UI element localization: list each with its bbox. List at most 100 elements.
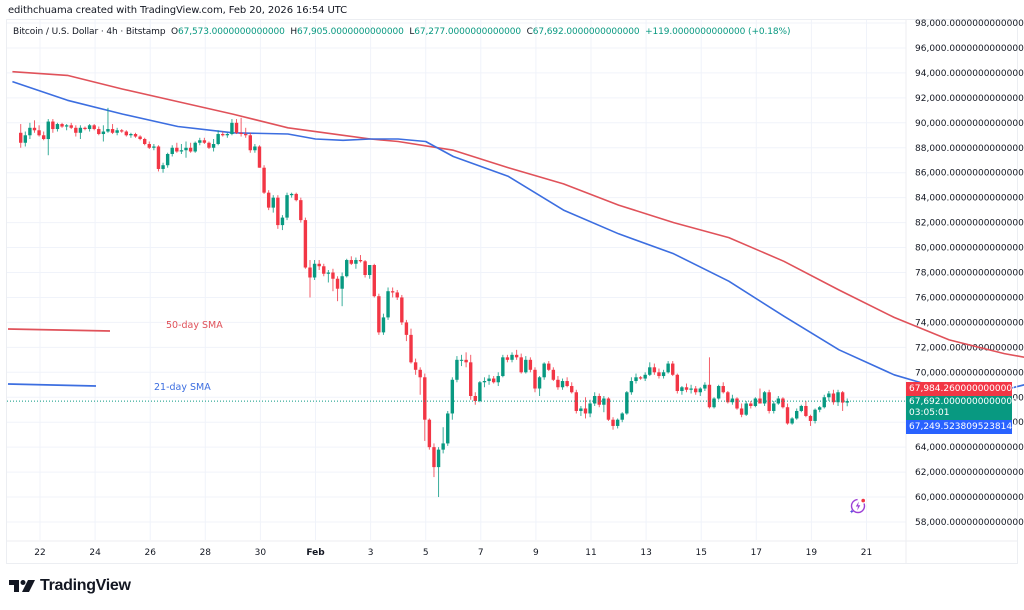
candle-body xyxy=(202,140,207,143)
candle-body xyxy=(193,142,197,152)
candle-body xyxy=(165,153,170,166)
candle-body xyxy=(175,147,179,152)
candle-body xyxy=(377,296,381,333)
candle-body xyxy=(32,127,37,131)
candle-body xyxy=(129,134,133,136)
bar-countdown: 03:05:01 xyxy=(909,408,950,418)
change-value: +119.0000000000000 (+0.18%) xyxy=(645,27,791,37)
candle-body xyxy=(588,403,592,414)
candle-body xyxy=(363,261,367,275)
candle-body xyxy=(790,418,794,424)
candle-body xyxy=(64,125,69,127)
candle-body xyxy=(234,122,239,133)
candle-body xyxy=(138,136,142,140)
candle-body xyxy=(74,127,78,133)
candle-body xyxy=(693,388,698,393)
candle-body xyxy=(60,124,64,127)
candle-body xyxy=(97,129,101,135)
candle-body xyxy=(294,193,298,201)
candle-body xyxy=(620,413,624,420)
candle-body xyxy=(716,386,721,399)
candle-body xyxy=(152,146,156,148)
tradingview-logo[interactable]: TradingView xyxy=(9,577,131,595)
candle-body xyxy=(547,363,551,370)
last-price-value: 67,692.0000000000000 xyxy=(909,397,1018,407)
candle-body xyxy=(510,354,514,360)
candle-body xyxy=(753,398,758,406)
y-axis-label: 88,000.0000000000000 xyxy=(915,144,1024,154)
candle-body xyxy=(115,130,119,133)
sma21-annotation: 21-day SMA xyxy=(154,382,211,393)
candle-body xyxy=(188,147,193,152)
candle-body xyxy=(643,374,647,379)
y-axis-label: 74,000.0000000000000 xyxy=(915,318,1024,328)
candle-body xyxy=(836,392,840,403)
candle-body xyxy=(726,392,730,403)
candle-body xyxy=(615,419,620,426)
y-axis-label: 62,000.0000000000000 xyxy=(915,468,1024,478)
candle-body xyxy=(473,396,477,401)
candle-body xyxy=(266,192,271,208)
candle-body xyxy=(487,378,491,382)
candle-body xyxy=(831,393,836,403)
candle-body xyxy=(464,359,468,363)
symbol-legend: Bitcoin / U.S. Dollar · 4h · Bitstamp O6… xyxy=(13,27,791,37)
candle-body xyxy=(120,130,124,132)
candle-body xyxy=(83,127,87,130)
candle-body xyxy=(289,193,294,196)
chart-frame xyxy=(6,19,1018,564)
high-value: 67,905.0000000000000 xyxy=(296,27,404,37)
low-label: L xyxy=(409,27,415,37)
candle-body xyxy=(822,397,826,408)
y-axis-label: 64,000.0000000000000 xyxy=(915,443,1024,453)
candle-body xyxy=(524,359,528,373)
candle-body xyxy=(684,387,689,390)
candle-body xyxy=(450,379,455,414)
candle-body xyxy=(468,362,473,397)
candle-body xyxy=(845,401,849,403)
candle-body xyxy=(133,134,138,137)
candle-body xyxy=(41,135,46,140)
high-label: H xyxy=(290,27,297,37)
candle-body xyxy=(629,381,634,393)
candle-body xyxy=(124,131,129,136)
x-axis-label: 5 xyxy=(423,548,429,558)
y-axis-label: 82,000.0000000000000 xyxy=(915,219,1024,229)
candle-body xyxy=(804,405,808,416)
candle-body xyxy=(23,135,28,143)
x-axis-label: 22 xyxy=(34,548,45,558)
candle-body xyxy=(340,276,344,289)
candle-body xyxy=(78,127,83,133)
candle-body xyxy=(749,403,753,406)
candle-body xyxy=(349,260,354,264)
candle-body xyxy=(184,147,188,151)
bolt-action-icon[interactable] xyxy=(848,496,868,520)
candle-body xyxy=(253,146,257,151)
candle-body xyxy=(542,363,546,378)
y-axis-label: 84,000.0000000000000 xyxy=(915,194,1024,204)
candle-body xyxy=(455,359,459,380)
legend-line xyxy=(7,383,97,387)
candle-body xyxy=(666,363,670,373)
legend-line xyxy=(7,328,111,332)
candle-body xyxy=(671,363,675,375)
candle-body xyxy=(570,386,574,393)
candle-body xyxy=(423,377,427,420)
candle-body xyxy=(446,413,450,444)
candle-body xyxy=(381,317,386,333)
candle-body xyxy=(331,272,335,279)
x-axis-label: 19 xyxy=(806,548,818,558)
candle-body xyxy=(744,403,748,415)
candle-body xyxy=(827,393,831,398)
candle-body xyxy=(625,392,629,414)
candle-body xyxy=(721,386,725,393)
candle-body xyxy=(37,130,41,136)
candle-body xyxy=(551,369,556,380)
symbol-title[interactable]: Bitcoin / U.S. Dollar · 4h · Bitstamp xyxy=(13,27,166,37)
x-axis-label: 28 xyxy=(200,548,212,558)
x-axis-label: 17 xyxy=(751,548,762,558)
candle-body xyxy=(161,165,165,169)
candle-body xyxy=(680,387,684,392)
candle-body xyxy=(795,410,799,419)
